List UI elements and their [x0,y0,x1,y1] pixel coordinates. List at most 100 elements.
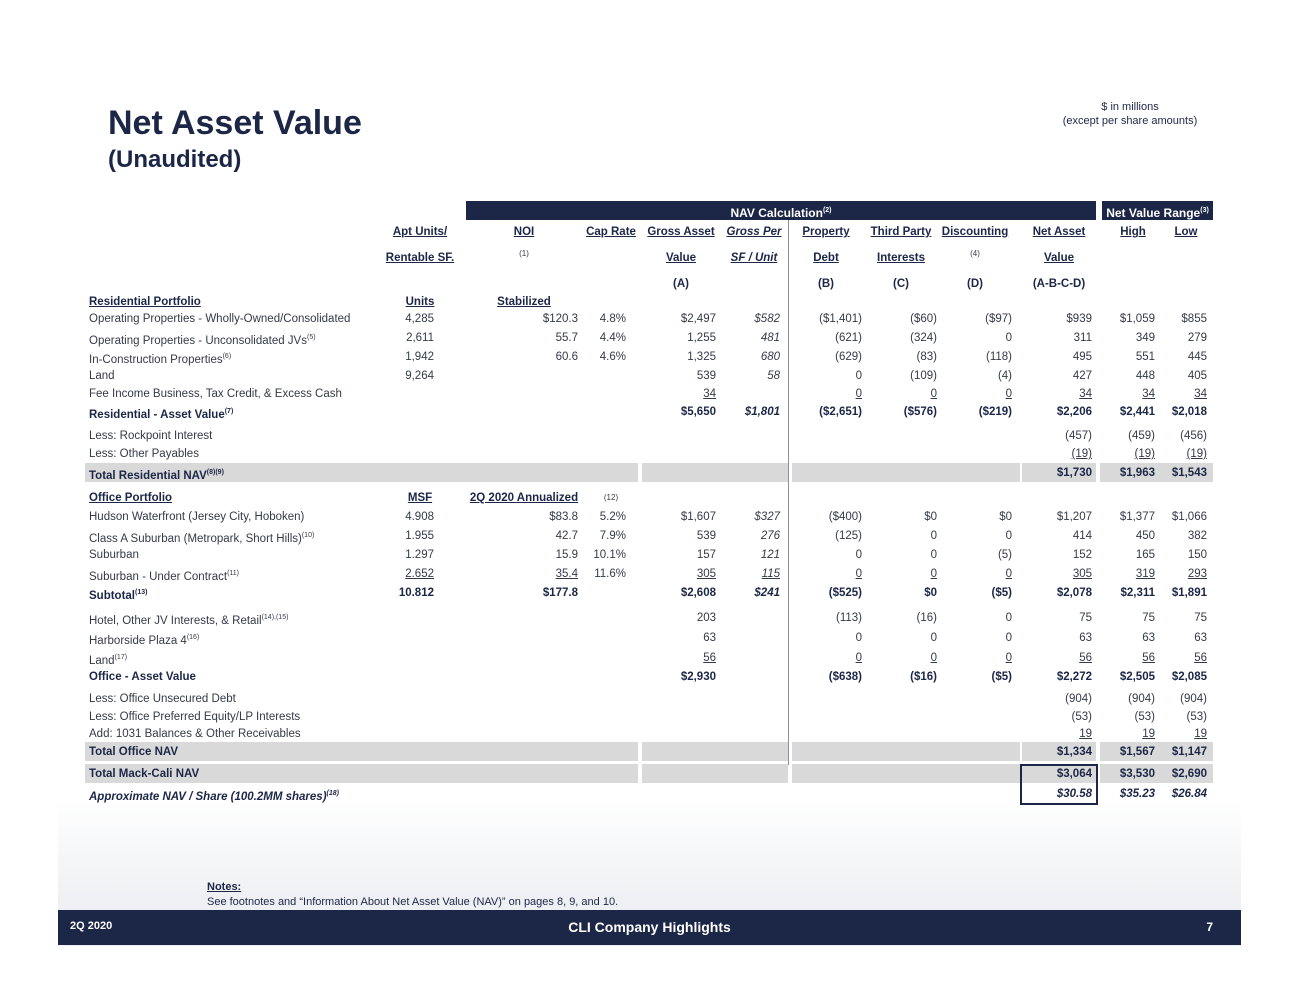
table-cell: $1,543 [1171,467,1207,479]
footnote-ref: (18) [326,790,339,797]
table-cell: $327 [754,511,780,523]
notes-heading: Notes: [207,881,242,893]
table-cell: 427 [1072,370,1092,382]
table-cell: 4,285 [405,313,434,325]
table-cell: $2,608 [680,587,716,599]
table-cell: $2,311 [1120,587,1155,599]
column-header: (B) [818,278,834,290]
total-row-band [85,742,638,761]
table-cell: ($525) [828,587,862,599]
table-cell: 10.812 [398,587,434,599]
table-cell: $2,206 [1056,406,1092,418]
table-cell: 56 [703,652,716,664]
table-cell: $1,730 [1056,467,1092,479]
footnote-ref: (5) [306,334,316,341]
table-cell: ($576) [903,406,937,418]
table-cell: $1,334 [1056,746,1092,758]
table-cell: 63 [1194,632,1207,644]
table-cell: $0 [999,511,1012,523]
table-cell: 349 [1135,332,1155,344]
table-cell: $2,085 [1171,671,1207,683]
table-cell: 481 [760,332,780,344]
table-cell: 60.6 [555,351,578,363]
row-label: Less: Office Preferred Equity/LP Interes… [89,711,301,723]
table-cell: 0 [1005,388,1012,400]
table-cell: (12) [603,493,619,502]
table-cell: 0 [855,568,862,580]
net-value-range-banner: Net Value Range(3) [1102,201,1213,220]
table-cell: $1,607 [680,511,716,523]
total-row-band [1022,742,1096,761]
table-cell: $1,567 [1119,746,1155,758]
table-cell: (109) [910,370,937,382]
table-cell: 0 [930,568,937,580]
table-cell: 5.2% [599,511,626,523]
table-cell: 445 [1187,351,1207,363]
row-label: In-Construction Properties(6) [89,353,232,366]
table-cell: (19) [1134,448,1155,460]
table-cell: 0 [930,652,937,664]
page-subtitle: (Unaudited) [108,146,242,173]
total-row-band [1100,742,1213,761]
column-header: Debt [813,252,839,264]
table-cell: 0 [855,370,862,382]
table-cell: 276 [760,530,780,542]
total-row-band [85,463,638,482]
table-cell: 405 [1187,370,1207,382]
table-cell: ($16) [910,671,937,683]
table-cell: 1.297 [405,549,434,561]
column-header: Gross Per [726,226,782,238]
row-label: Hudson Waterfront (Jersey City, Hoboken) [89,511,305,523]
table-cell: 4.908 [405,511,434,523]
footnote-ref: (13) [135,589,148,596]
table-cell: 58 [767,370,780,382]
column-header: Net Asset [1032,226,1086,238]
table-cell: 382 [1187,530,1207,542]
row-label: Fee Income Business, Tax Credit, & Exces… [89,388,342,400]
column-header: Interests [877,252,925,264]
row-label: Residential Portfolio [89,296,201,308]
table-cell: 56 [1194,652,1207,664]
footnote-ref: (8)(9) [206,469,224,476]
table-cell: 539 [696,530,716,542]
table-cell: 0 [930,530,937,542]
table-cell: 4.8% [599,313,626,325]
table-cell: ($60) [910,313,937,325]
table-cell: 75 [1142,612,1155,624]
column-header: Discounting [941,226,1009,238]
units-note-line1: $ in millions [1101,101,1159,113]
table-cell: 35.4 [555,568,578,580]
table-cell: 9,264 [405,370,434,382]
table-cell: ($5) [991,587,1012,599]
footer: 2Q 2020 CLI Company Highlights 7 [58,910,1241,945]
row-label: Office - Asset Value [89,671,196,683]
row-label: Class A Suburban (Metropark, Short Hills… [89,532,315,545]
table-cell: (324) [910,332,937,344]
table-cell: $2,690 [1171,768,1207,780]
table-cell: 0 [930,549,937,561]
table-cell: 305 [1072,568,1092,580]
table-cell: $2,272 [1056,671,1092,683]
table-cell: $2,930 [680,671,716,683]
notes: Notes: See footnotes and “Information Ab… [207,880,618,910]
row-label: Total Office NAV [89,746,179,758]
footer-period: 2Q 2020 [70,920,113,932]
row-label: Add: 1031 Balances & Other Receivables [89,728,301,740]
table-cell: 319 [1135,568,1155,580]
table-cell: 7.9% [599,530,626,542]
row-label: Suburban [89,549,139,561]
total-row-band [642,742,788,761]
column-header: NOI [513,226,535,238]
footnote-ref: (11) [227,570,240,577]
table-cell: $1,377 [1119,511,1155,523]
table-cell: 56 [1079,652,1092,664]
table-cell: 55.7 [555,332,578,344]
table-cell: 11.6% [594,568,626,580]
table-cell: 450 [1135,530,1155,542]
page-title: Net Asset Value [108,104,362,142]
table-cell: (904) [1065,693,1092,705]
row-label: Land [89,370,115,382]
table-cell: (459) [1128,430,1155,442]
row-label: Hotel, Other JV Interests, & Retail(14),… [89,614,289,627]
